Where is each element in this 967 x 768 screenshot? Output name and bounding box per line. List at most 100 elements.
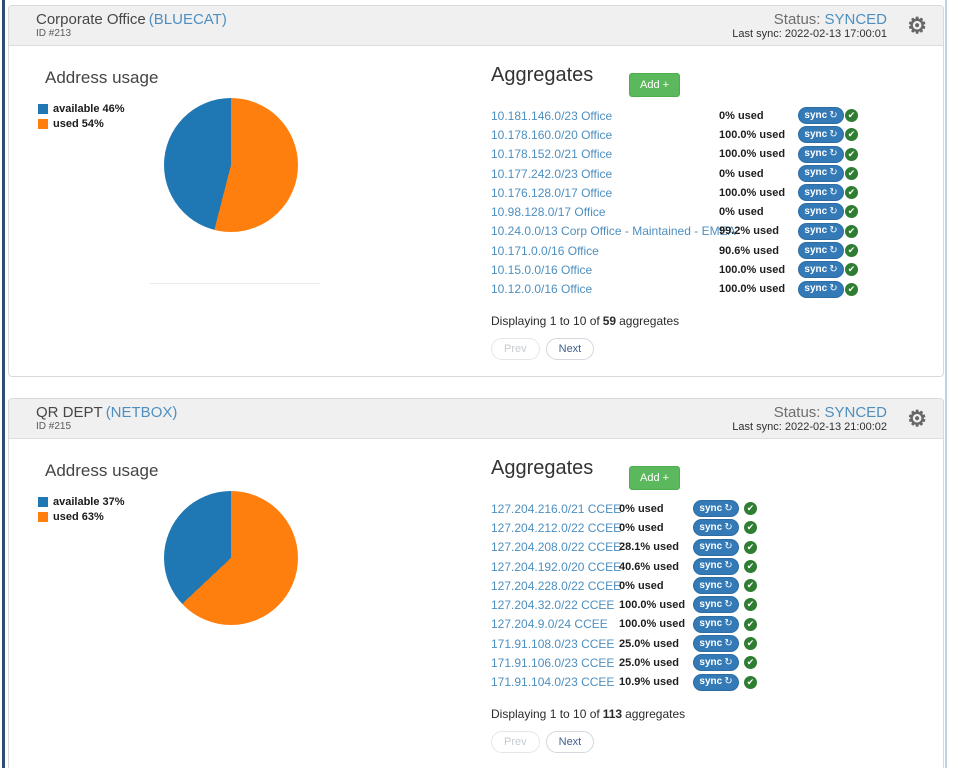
sync-icon: ↻: [724, 521, 733, 533]
sync-icon: ↻: [829, 244, 838, 256]
sync-button-label: sync: [699, 637, 723, 649]
sync-button[interactable]: sync ↻: [798, 184, 844, 202]
prev-button[interactable]: Prev: [491, 338, 540, 360]
aggregate-link[interactable]: 127.204.208.0/22 CCEE: [491, 540, 622, 555]
address-usage-heading: Address usage: [45, 461, 159, 480]
add-aggregate-button[interactable]: Add +: [629, 466, 681, 490]
status-value: SYNCED: [824, 11, 887, 28]
sync-icon: ↻: [829, 109, 838, 121]
sync-icon: ↻: [724, 579, 733, 591]
next-button[interactable]: Next: [545, 338, 595, 360]
aggregate-link[interactable]: 171.91.104.0/23 CCEE: [491, 675, 615, 690]
sync-button[interactable]: sync ↻: [693, 500, 739, 517]
sync-button[interactable]: sync ↻: [798, 242, 844, 260]
aggregate-link[interactable]: 171.91.106.0/23 CCEE: [491, 656, 615, 671]
sync-button[interactable]: sync ↻: [693, 538, 739, 556]
aggregate-link[interactable]: 127.204.192.0/20 CCEE: [491, 559, 622, 574]
sync-button[interactable]: sync ↻: [798, 145, 844, 163]
pie-baseline: [150, 283, 320, 284]
address-usage-heading: Address usage: [45, 68, 159, 87]
used-swatch-icon: [38, 118, 48, 129]
aggregate-link[interactable]: 127.204.212.0/22 CCEE: [491, 520, 622, 535]
left-edge-stripe: [2, 0, 5, 768]
sync-icon: ↻: [724, 618, 733, 630]
status-line: Status: SYNCED: [732, 11, 887, 28]
panel-source-link[interactable]: (NETBOX): [105, 404, 178, 421]
sync-button-label: sync: [699, 521, 723, 533]
sync-button[interactable]: sync ↻: [798, 107, 844, 124]
sync-button[interactable]: sync ↻: [798, 261, 844, 279]
next-button[interactable]: Next: [545, 731, 595, 753]
aggregate-link[interactable]: 127.204.228.0/22 CCEE: [491, 578, 622, 593]
aggregates-heading: Aggregates: [491, 457, 594, 479]
aggregate-row: 171.91.106.0/23 CCEE 25.0% used sync ↻ ✔: [491, 653, 941, 672]
aggregate-row: 171.91.108.0/23 CCEE 25.0% used sync ↻ ✔: [491, 634, 941, 653]
sync-button[interactable]: sync ↻: [693, 635, 739, 653]
sync-icon: ↻: [724, 656, 733, 668]
sync-button-label: sync: [804, 109, 828, 121]
sync-button[interactable]: sync ↻: [798, 203, 844, 221]
sync-icon: ↻: [829, 148, 838, 160]
aggregate-link[interactable]: 10.178.152.0/21 Office: [491, 147, 613, 162]
sync-button-label: sync: [699, 656, 723, 668]
aggregate-link[interactable]: 10.98.128.0/17 Office: [491, 205, 606, 220]
aggregate-link[interactable]: 10.181.146.0/23 Office: [491, 108, 613, 123]
sync-button-label: sync: [699, 598, 723, 610]
aggregate-used-label: 0% used: [619, 521, 664, 534]
sync-button[interactable]: sync ↻: [693, 577, 739, 595]
aggregate-link[interactable]: 171.91.108.0/23 CCEE: [491, 636, 615, 651]
panel-source-link[interactable]: (BLUECAT): [148, 11, 227, 28]
last-sync-label: Last sync: 2022-02-13 21:00:02: [732, 421, 887, 433]
aggregate-row: 10.12.0.0/16 Office 100.0% used sync ↻ ✔: [491, 280, 941, 299]
aggregate-used-label: 0% used: [719, 167, 764, 180]
sync-button[interactable]: sync ↻: [798, 126, 844, 144]
status-label: Status:: [773, 11, 821, 28]
last-sync-label: Last sync: 2022-02-13 17:00:01: [732, 28, 887, 40]
source-panel-qr-dept: QR DEPT (NETBOX) ID #215 Status: SYNCED La…: [8, 398, 944, 768]
aggregate-row: 10.171.0.0/16 Office 90.6% used sync ↻ ✔: [491, 241, 941, 260]
panel-header: QR DEPT (NETBOX) ID #215 Status: SYNCED La…: [9, 399, 943, 439]
gear-icon[interactable]: ⚙: [907, 13, 927, 38]
sync-button[interactable]: sync ↻: [693, 557, 739, 575]
aggregate-link[interactable]: 10.177.242.0/23 Office: [491, 166, 613, 181]
status-line: Status: SYNCED: [732, 404, 887, 421]
aggregate-link[interactable]: 10.176.128.0/17 Office: [491, 185, 613, 200]
panel-title: QR DEPT (NETBOX): [36, 404, 943, 421]
sync-button-label: sync: [804, 244, 828, 256]
check-circle-icon: ✔: [744, 521, 757, 535]
sync-button-label: sync: [699, 560, 723, 572]
sync-icon: ↻: [724, 637, 733, 649]
gear-icon[interactable]: ⚙: [907, 406, 927, 431]
aggregate-link[interactable]: 10.24.0.0/13 Corp Office - Maintained - …: [491, 224, 736, 239]
sync-button[interactable]: sync ↻: [693, 654, 739, 672]
aggregate-link[interactable]: 10.12.0.0/16 Office: [491, 282, 593, 297]
aggregate-link[interactable]: 10.15.0.0/16 Office: [491, 263, 593, 278]
sync-button[interactable]: sync ↻: [693, 615, 739, 633]
sync-button[interactable]: sync ↻: [693, 673, 739, 691]
sync-icon: ↻: [829, 205, 838, 217]
sync-button[interactable]: sync ↻: [798, 280, 844, 298]
sync-button[interactable]: sync ↻: [693, 596, 739, 614]
aggregate-row: 10.15.0.0/16 Office 100.0% used sync ↻ ✔: [491, 260, 941, 279]
pie-legend: available 46% used 54%: [38, 101, 125, 131]
prev-button[interactable]: Prev: [491, 731, 540, 753]
pagination-summary: Displaying 1 to 10 of 59 aggregates: [491, 314, 679, 328]
sync-button[interactable]: sync ↻: [798, 222, 844, 240]
aggregate-link[interactable]: 127.204.9.0/24 CCEE: [491, 617, 608, 632]
sync-button[interactable]: sync ↻: [798, 164, 844, 182]
sync-icon: ↻: [829, 167, 838, 179]
aggregate-link[interactable]: 127.204.216.0/21 CCEE: [491, 501, 622, 516]
aggregates-list: 10.181.146.0/23 Office 0% used sync ↻ ✔ 1…: [491, 106, 941, 299]
sync-button[interactable]: sync ↻: [693, 519, 739, 537]
check-circle-icon: ✔: [845, 186, 858, 200]
pagination-controls: Prev Next: [491, 338, 595, 360]
panel-title-text: Corporate Office: [36, 11, 146, 28]
aggregate-used-label: 100.0% used: [719, 283, 786, 296]
aggregate-link[interactable]: 10.178.160.0/20 Office: [491, 127, 613, 142]
aggregate-row: 10.178.160.0/20 Office 100.0% used sync ↻…: [491, 125, 941, 144]
add-aggregate-button[interactable]: Add +: [629, 73, 681, 97]
check-circle-icon: ✔: [845, 147, 858, 161]
check-circle-icon: ✔: [845, 224, 858, 238]
aggregate-link[interactable]: 127.204.32.0/22 CCEE: [491, 598, 615, 613]
aggregate-link[interactable]: 10.171.0.0/16 Office: [491, 243, 599, 258]
